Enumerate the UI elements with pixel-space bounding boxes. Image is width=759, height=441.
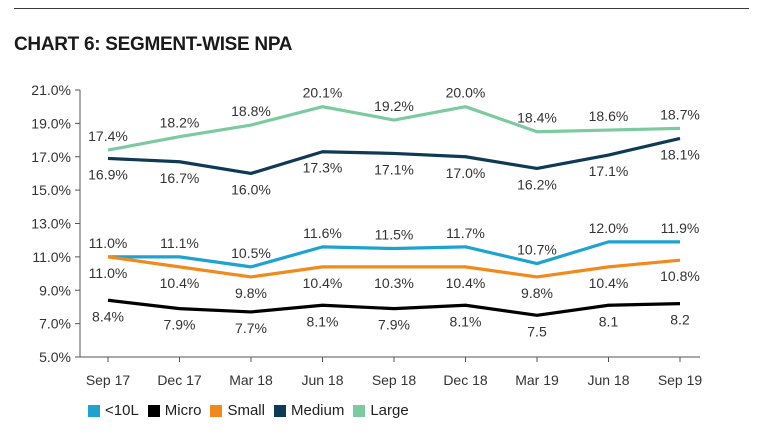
x-tick-label: Jun 18 (301, 372, 343, 388)
top-rule (14, 8, 749, 9)
x-tick-label: Jun 18 (587, 372, 629, 388)
x-tick-label: Dec 18 (443, 372, 488, 388)
data-label-micro: 7.5 (527, 323, 547, 339)
data-label-small: 10.4% (160, 275, 200, 291)
x-tick-label: Mar 18 (229, 372, 273, 388)
y-tick-label: 21.0% (31, 82, 71, 98)
data-label-medium: 18.1% (660, 146, 700, 162)
data-label-small: 10.3% (374, 275, 414, 291)
data-label-medium: 17.1% (374, 161, 414, 177)
legend-item-micro: Micro (147, 402, 202, 419)
legend-swatch (210, 404, 223, 417)
data-label-micro: 8.2 (670, 312, 690, 328)
x-tick-label: Dec 17 (157, 372, 202, 388)
data-label-micro: 8.1% (307, 313, 339, 329)
data-label-large: 17.4% (88, 128, 128, 144)
legend-item-large: Large (353, 402, 409, 419)
legend-item-medium: Medium (273, 402, 345, 419)
legend-label: Small (227, 402, 265, 419)
data-labels: 11.0% 11.1% 10.5% 11.6% 11.5% 11.7% 10.7% 12.0%… (88, 85, 700, 340)
data-label-large: 18.2% (160, 115, 200, 131)
data-label-10l: 11.5% (375, 227, 414, 243)
data-label-small: 10.4% (589, 275, 629, 291)
legend-item-small: Small (210, 402, 265, 419)
data-label-medium: 16.0% (231, 181, 271, 197)
x-tick-label: Sep 17 (86, 372, 131, 388)
data-label-large: 18.4% (517, 110, 557, 126)
data-label-small: 10.4% (303, 275, 343, 291)
data-label-medium: 17.1% (589, 163, 629, 179)
legend-label: Large (370, 402, 409, 419)
y-tick-label: 5.0% (39, 349, 71, 365)
y-tick-label: 15.0% (31, 182, 71, 198)
data-label-small: 9.8% (521, 285, 553, 301)
data-label-small: 9.8% (235, 285, 267, 301)
data-label-10l: 11.9% (661, 220, 700, 236)
data-label-micro: 7.9% (378, 317, 410, 333)
legend-item-10l: <10L (88, 402, 139, 419)
data-label-medium: 16.2% (517, 176, 557, 192)
data-label-micro: 8.4% (92, 308, 124, 324)
data-label-small: 11.0% (89, 265, 128, 281)
legend-label: Micro (164, 402, 202, 419)
line-chart: 5.0% 7.0% 9.0% 11.0% 13.0% 15.0% 17.0% 19.0% 21.… (31, 82, 702, 388)
legend: <10L Micro Small Medium Large (88, 402, 418, 419)
legend-label: Medium (290, 402, 345, 419)
series-line-10l (108, 240, 680, 269)
data-label-large: 20.0% (446, 85, 486, 101)
chart-title: CHART 6: SEGMENT-WISE NPA (14, 34, 293, 55)
series-line-small (107, 255, 681, 279)
data-label-10l: 10.7% (517, 242, 557, 258)
legend-swatch (88, 404, 100, 417)
data-label-micro: 8.1% (450, 313, 482, 329)
data-label-medium: 17.3% (303, 160, 343, 176)
y-tick-label: 13.0% (31, 216, 71, 232)
data-label-medium: 17.0% (446, 165, 486, 181)
data-label-large: 18.6% (589, 108, 629, 124)
data-label-10l: 12.0% (589, 220, 629, 236)
legend-swatch (353, 404, 366, 417)
y-tick-label: 19.0% (31, 115, 71, 131)
data-label-10l: 11.1% (160, 235, 199, 251)
series-line-medium (107, 136, 681, 176)
series-lines (107, 105, 681, 317)
data-label-micro: 8.1 (599, 313, 619, 329)
data-label-large: 19.2% (374, 98, 414, 114)
data-label-large: 18.8% (231, 103, 271, 119)
data-label-medium: 16.9% (88, 166, 128, 182)
data-label-large: 20.1% (303, 85, 343, 101)
y-tick-label: 7.0% (39, 316, 71, 332)
data-label-small: 10.4% (446, 275, 486, 291)
data-label-small: 10.8% (660, 268, 700, 284)
legend-label: <10L (105, 402, 139, 419)
data-label-medium: 16.7% (160, 170, 200, 186)
y-tick-label: 9.0% (39, 282, 71, 298)
data-label-10l: 11.0% (89, 235, 128, 251)
legend-swatch (273, 404, 286, 417)
series-line-large (107, 105, 681, 152)
legend-swatch (147, 404, 160, 417)
y-tick-label: 17.0% (31, 149, 71, 165)
series-line-micro (107, 298, 681, 317)
axes: 5.0% 7.0% 9.0% 11.0% 13.0% 15.0% 17.0% 19.0% 21.… (31, 82, 702, 388)
data-label-large: 18.7% (660, 106, 700, 122)
x-tick-label: Mar 19 (515, 372, 559, 388)
data-label-micro: 7.9% (164, 317, 196, 333)
data-label-10l: 10.5% (231, 245, 271, 261)
data-label-10l: 11.6% (303, 225, 342, 241)
data-label-10l: 11.7% (446, 225, 485, 241)
x-tick-label: Sep 18 (372, 372, 417, 388)
x-tick-label: Sep 19 (658, 372, 703, 388)
y-tick-label: 11.0% (32, 249, 71, 265)
data-label-micro: 7.7% (235, 320, 267, 336)
